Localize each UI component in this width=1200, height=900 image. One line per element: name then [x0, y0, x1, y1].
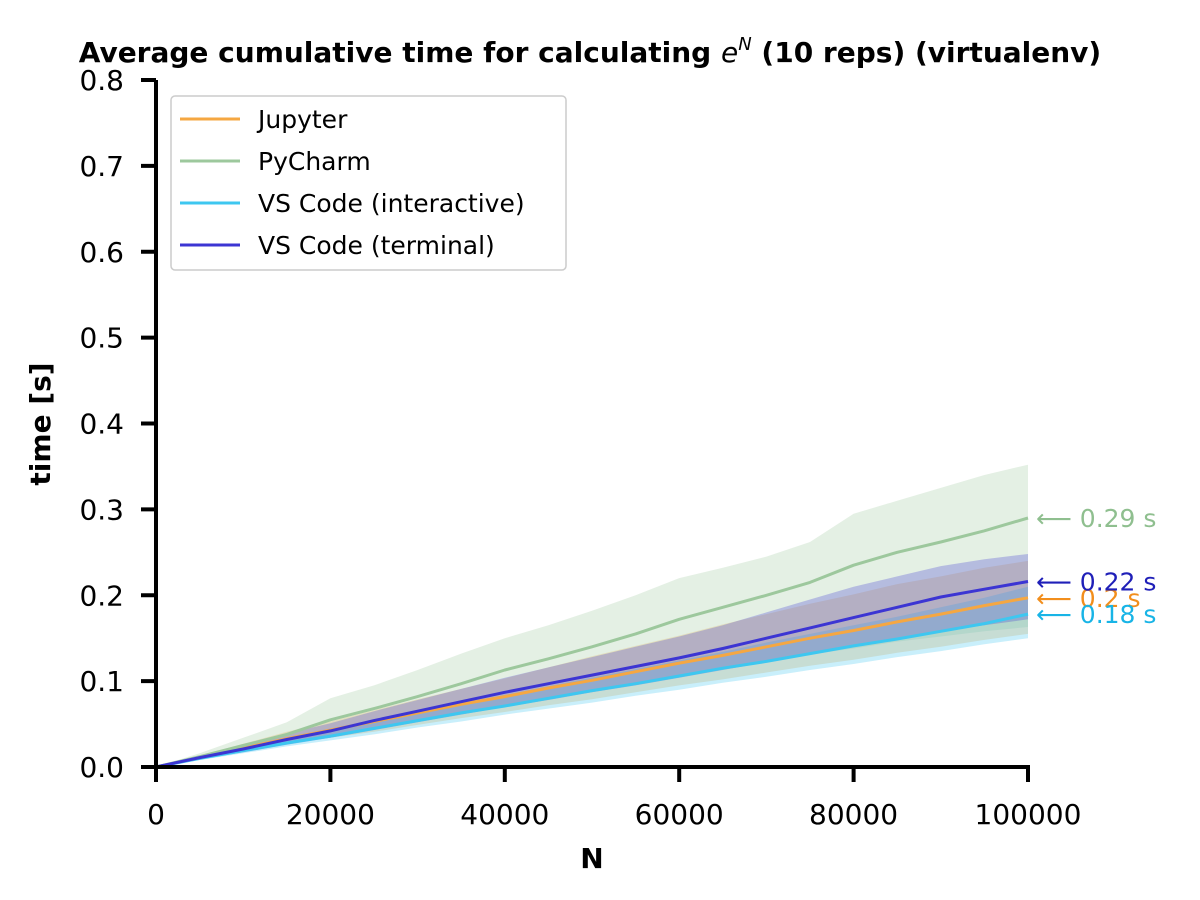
- x-tick-label: 40000: [460, 798, 549, 831]
- y-tick-label: 0.1: [79, 665, 124, 698]
- x-tick-label: 60000: [635, 798, 724, 831]
- chart-title-main: Average cumulative time for calculating: [79, 36, 721, 69]
- y-ticks: 0.0 0.1 0.2 0.3 0.4 0.5 0.6 0.7 0.8: [79, 64, 156, 784]
- end-label-jupyter: ⟵ 0.2 s: [1036, 584, 1141, 613]
- series-lines: [155, 516, 1029, 769]
- y-tick-label: 0.5: [79, 322, 124, 355]
- y-tick-label: 0.0: [79, 751, 124, 784]
- x-tick-label: 0: [147, 798, 165, 831]
- end-label-pycharm: ⟵ 0.29 s: [1036, 504, 1156, 533]
- legend-label-jupyter: Jupyter: [256, 105, 348, 134]
- band-vs-code-terminal: [156, 554, 1028, 767]
- x-tick-label: 80000: [809, 798, 898, 831]
- legend-label-vs-code-terminal: VS Code (terminal): [258, 231, 495, 260]
- band-pycharm: [156, 464, 1028, 767]
- y-axis-label: time [s]: [24, 362, 57, 485]
- band-jupyter: [156, 560, 1028, 767]
- x-ticks: 0 20000 40000 60000 80000 100000: [147, 767, 1081, 831]
- legend: Jupyter PyCharm VS Code (interactive) VS Co…: [170, 95, 567, 271]
- end-label-vs-code-interactive: ⟵ 0.18 s: [1036, 600, 1156, 629]
- confidence-bands: [156, 464, 1028, 767]
- x-tick-label: 100000: [975, 798, 1082, 831]
- y-tick-label: 0.7: [79, 150, 124, 183]
- end-label-vs-code-terminal: ⟵ 0.22 s: [1036, 568, 1156, 597]
- end-value-labels: ⟵ 0.2 s ⟵ 0.29 s ⟵ 0.18 s ⟵ 0.22 s: [1036, 504, 1156, 629]
- y-tick-label: 0.2: [79, 579, 124, 612]
- y-tick-label: 0.6: [79, 236, 124, 269]
- y-tick-label: 0.4: [79, 408, 124, 441]
- legend-label-vs-code-interactive: VS Code (interactive): [258, 189, 525, 218]
- chart-title-math-base: e: [721, 36, 738, 69]
- line-pycharm: [155, 516, 1029, 769]
- chart-title: Average cumulative time for calculating …: [79, 34, 1101, 69]
- chart-title-math-sup: N: [738, 34, 751, 55]
- legend-box: [170, 95, 567, 271]
- line-vs-code-interactive: [155, 612, 1029, 769]
- line-vs-code-terminal: [155, 580, 1029, 769]
- x-axis-label: N: [580, 842, 603, 875]
- legend-label-pycharm: PyCharm: [258, 147, 371, 176]
- x-tick-label: 20000: [286, 798, 375, 831]
- y-tick-label: 0.3: [79, 493, 124, 526]
- y-tick-label: 0.8: [79, 64, 124, 97]
- chart-title-suffix: (10 reps) (virtualenv): [752, 36, 1102, 69]
